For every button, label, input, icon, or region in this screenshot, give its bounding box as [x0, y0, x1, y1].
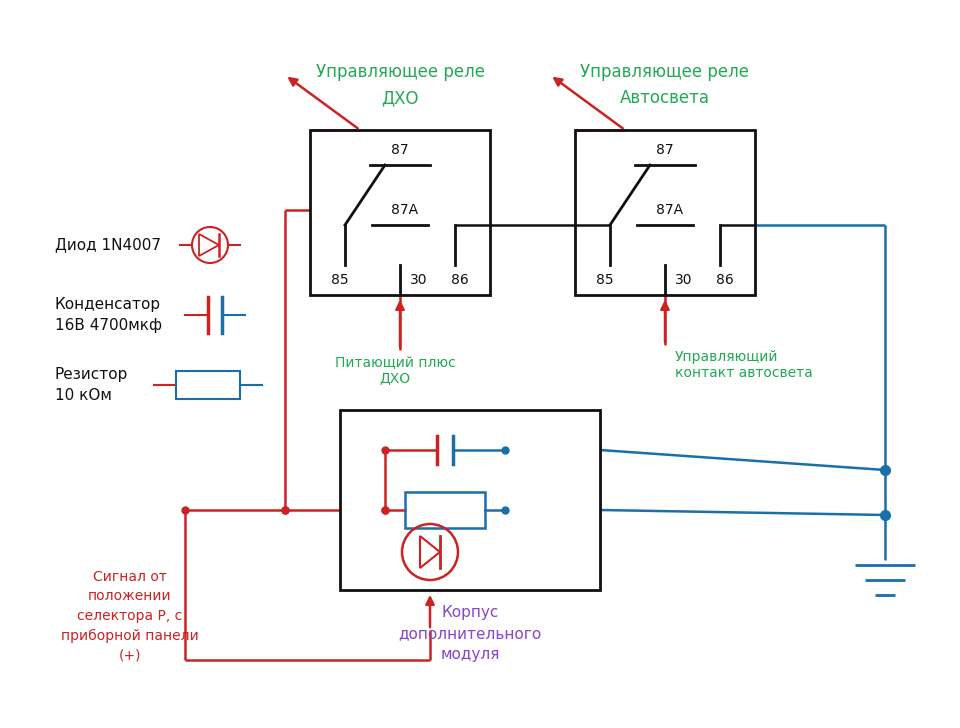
Text: Диод 1N4007: Диод 1N4007: [55, 237, 161, 253]
Text: 87: 87: [391, 143, 409, 157]
Bar: [405, 492, 485, 528]
Bar: [176, 371, 240, 399]
Bar: [310, 130, 490, 295]
Text: Конденсатор
16В 4700мкф: Конденсатор 16В 4700мкф: [55, 297, 162, 333]
Text: 30: 30: [675, 273, 692, 287]
Bar: [340, 410, 600, 590]
Text: Резистор
10 кОм: Резистор 10 кОм: [55, 367, 129, 403]
Text: Питающий плюс
ДХО: Питающий плюс ДХО: [335, 355, 455, 385]
Text: 87A: 87A: [657, 203, 684, 217]
Text: 86: 86: [716, 273, 733, 287]
Text: Управляющий
контакт автосвета: Управляющий контакт автосвета: [675, 350, 813, 380]
Text: Управляющее реле
ДХО: Управляющее реле ДХО: [316, 63, 485, 107]
Text: 30: 30: [410, 273, 427, 287]
Bar: [575, 130, 755, 295]
Text: 87A: 87A: [392, 203, 419, 217]
Text: 85: 85: [596, 273, 613, 287]
Text: Корпус
дополнительного
модуля: Корпус дополнительного модуля: [398, 605, 541, 662]
Text: 86: 86: [451, 273, 468, 287]
Text: 87: 87: [657, 143, 674, 157]
Text: Управляющее реле
Автосвета: Управляющее реле Автосвета: [581, 63, 750, 107]
Text: Сигнал от
положении
селектора Р, с
приборной панели
(+): Сигнал от положении селектора Р, с прибо…: [61, 570, 199, 662]
Text: 85: 85: [331, 273, 348, 287]
